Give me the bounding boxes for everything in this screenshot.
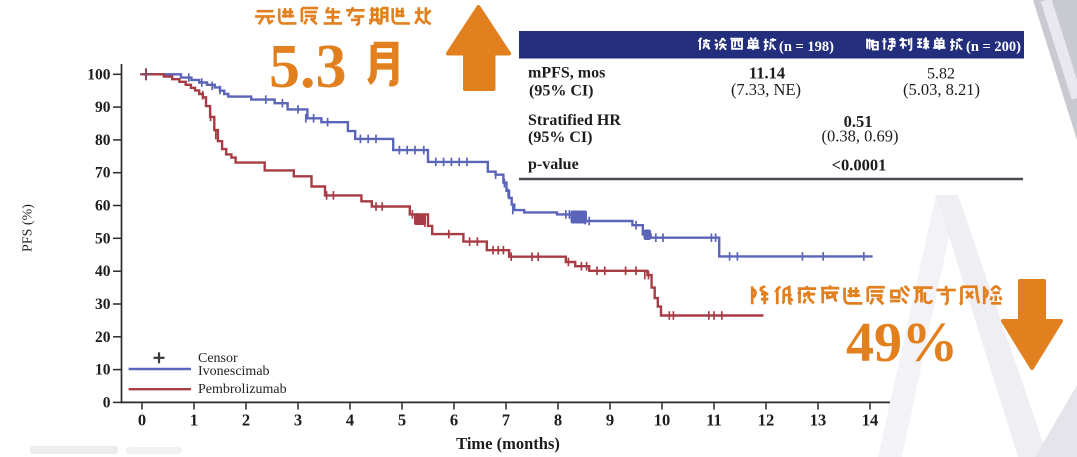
svg-text:6: 6 bbox=[450, 411, 458, 430]
svg-text:13: 13 bbox=[810, 411, 827, 430]
svg-text:12: 12 bbox=[758, 411, 775, 430]
svg-text:5: 5 bbox=[398, 411, 406, 430]
svg-text:10: 10 bbox=[95, 362, 111, 379]
svg-text:80: 80 bbox=[95, 132, 111, 149]
svg-text:(n = 198): (n = 198) bbox=[779, 39, 834, 55]
svg-text:10: 10 bbox=[654, 411, 671, 430]
svg-text:Ivonescimab: Ivonescimab bbox=[198, 364, 270, 379]
svg-text:9: 9 bbox=[606, 411, 614, 430]
svg-text:(5.03, 8.21): (5.03, 8.21) bbox=[903, 80, 980, 99]
svg-text:PFS (%): PFS (%) bbox=[21, 204, 36, 252]
svg-text:(95% CI): (95% CI) bbox=[529, 83, 593, 100]
svg-text:5.82: 5.82 bbox=[927, 66, 955, 83]
svg-text:(0.38, 0.69): (0.38, 0.69) bbox=[822, 127, 899, 146]
svg-text:5.3: 5.3 bbox=[269, 33, 347, 101]
svg-text:<0.0001: <0.0001 bbox=[832, 156, 887, 175]
svg-text:20: 20 bbox=[95, 329, 111, 346]
svg-text:(95% CI): (95% CI) bbox=[528, 129, 592, 146]
svg-text:Censor: Censor bbox=[198, 351, 238, 366]
svg-text:30: 30 bbox=[95, 296, 111, 313]
svg-text:14: 14 bbox=[862, 411, 879, 430]
svg-text:(7.33, NE): (7.33, NE) bbox=[731, 80, 801, 99]
svg-text:3: 3 bbox=[294, 411, 302, 430]
svg-text:Stratified HR: Stratified HR bbox=[528, 112, 621, 129]
svg-text:11: 11 bbox=[706, 411, 722, 430]
svg-text:Pembrolizumab: Pembrolizumab bbox=[198, 382, 287, 397]
svg-text:Time (months): Time (months) bbox=[456, 434, 560, 453]
svg-text:70: 70 bbox=[95, 165, 111, 182]
svg-text:mPFS, mos: mPFS, mos bbox=[528, 65, 605, 82]
svg-text:(n = 200): (n = 200) bbox=[966, 39, 1021, 55]
svg-text:40: 40 bbox=[95, 263, 111, 280]
svg-text:8: 8 bbox=[554, 411, 562, 430]
svg-text:4: 4 bbox=[346, 411, 354, 430]
svg-text:60: 60 bbox=[95, 198, 111, 215]
svg-text:1: 1 bbox=[190, 411, 198, 430]
svg-text:90: 90 bbox=[95, 99, 111, 116]
svg-text:2: 2 bbox=[242, 411, 250, 430]
svg-text:p-value: p-value bbox=[528, 156, 579, 173]
svg-text:11.14: 11.14 bbox=[749, 64, 785, 83]
svg-text:0.51: 0.51 bbox=[844, 112, 873, 131]
svg-text:0: 0 bbox=[103, 394, 111, 411]
svg-text:0: 0 bbox=[138, 411, 146, 430]
svg-text:49%: 49% bbox=[846, 312, 958, 374]
svg-text:7: 7 bbox=[502, 411, 510, 430]
svg-text:50: 50 bbox=[95, 230, 111, 247]
svg-text:100: 100 bbox=[87, 66, 111, 83]
